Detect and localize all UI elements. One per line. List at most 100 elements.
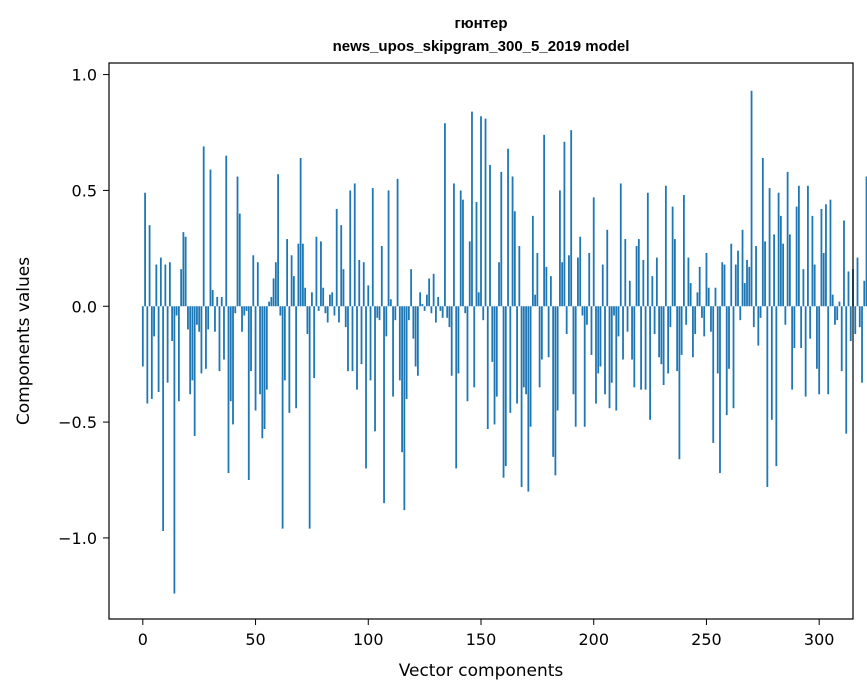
bar-300 bbox=[818, 306, 821, 395]
bar-191 bbox=[572, 306, 575, 395]
bar-52 bbox=[259, 306, 261, 395]
bar-178 bbox=[543, 134, 546, 307]
y-tick-label-3: 0.5 bbox=[72, 181, 97, 200]
bar-64 bbox=[286, 239, 289, 307]
bar-46 bbox=[245, 306, 248, 311]
bar-4 bbox=[150, 306, 153, 399]
bar-228 bbox=[655, 257, 658, 307]
bar-238 bbox=[678, 306, 681, 460]
bar-146 bbox=[471, 111, 473, 307]
bar-79 bbox=[320, 241, 322, 307]
bar-170 bbox=[525, 306, 527, 395]
bar-70 bbox=[299, 157, 302, 307]
bar-262 bbox=[732, 306, 735, 409]
bar-187 bbox=[563, 141, 566, 307]
bar-49 bbox=[252, 255, 255, 307]
bar-195 bbox=[581, 306, 584, 316]
x-tick-label-150: 150 bbox=[466, 630, 497, 649]
bar-101 bbox=[369, 306, 372, 381]
bar-198 bbox=[588, 252, 591, 307]
y-tick-label-1: −0.5 bbox=[58, 413, 97, 432]
bar-25 bbox=[198, 306, 201, 332]
bar-219 bbox=[635, 246, 638, 307]
bar-130 bbox=[435, 306, 437, 323]
bar-173 bbox=[531, 215, 534, 307]
bar-282 bbox=[777, 192, 780, 307]
bar-318 bbox=[858, 306, 861, 328]
bar-250 bbox=[705, 252, 708, 307]
bar-209 bbox=[613, 306, 615, 316]
bar-223 bbox=[644, 306, 647, 390]
bar-176 bbox=[538, 306, 541, 388]
x-tick-label-250: 250 bbox=[691, 630, 722, 649]
bar-180 bbox=[547, 306, 550, 358]
bar-31 bbox=[211, 290, 214, 307]
bar-17 bbox=[180, 269, 183, 307]
bar-44 bbox=[241, 306, 243, 332]
bar-120 bbox=[412, 306, 415, 339]
bar-149 bbox=[477, 292, 480, 307]
bar-160 bbox=[502, 306, 505, 478]
bar-67 bbox=[292, 276, 295, 307]
bar-264 bbox=[737, 250, 739, 307]
bar-37 bbox=[225, 155, 228, 307]
bar-203 bbox=[599, 306, 602, 367]
bar-139 bbox=[455, 306, 458, 469]
bar-127 bbox=[428, 278, 431, 307]
bar-28 bbox=[205, 306, 207, 369]
bar-205 bbox=[604, 306, 606, 395]
bar-123 bbox=[419, 292, 422, 307]
bar-122 bbox=[416, 306, 419, 376]
bar-21 bbox=[189, 306, 192, 395]
bar-95 bbox=[356, 306, 358, 390]
bar-23 bbox=[193, 306, 196, 436]
bar-200 bbox=[592, 197, 595, 307]
bar-183 bbox=[554, 306, 557, 476]
bar-239 bbox=[680, 306, 683, 355]
bar-105 bbox=[378, 306, 381, 321]
bar-171 bbox=[527, 306, 530, 492]
bar-145 bbox=[468, 241, 471, 307]
bar-221 bbox=[640, 306, 642, 390]
bar-88 bbox=[340, 225, 343, 307]
bar-103 bbox=[374, 306, 376, 432]
bar-269 bbox=[748, 266, 751, 307]
bar-62 bbox=[281, 306, 284, 529]
bar-83 bbox=[329, 294, 331, 307]
plot-frame bbox=[108, 62, 854, 620]
y-tick-label-4: 1.0 bbox=[72, 66, 97, 85]
bar-301 bbox=[820, 208, 823, 307]
bar-273 bbox=[757, 306, 760, 346]
bar-197 bbox=[586, 306, 588, 325]
bar-190 bbox=[570, 130, 573, 307]
bar-93 bbox=[351, 306, 354, 372]
bar-84 bbox=[331, 292, 334, 307]
bar-316 bbox=[854, 306, 857, 335]
bar-286 bbox=[786, 171, 789, 307]
bar-210 bbox=[615, 306, 618, 411]
bar-207 bbox=[608, 306, 611, 409]
bar-13 bbox=[171, 306, 174, 341]
bar-217 bbox=[631, 306, 633, 360]
bar-237 bbox=[676, 306, 679, 372]
bar-135 bbox=[446, 306, 449, 318]
bar-174 bbox=[534, 294, 537, 307]
bar-242 bbox=[687, 257, 690, 307]
bar-167 bbox=[518, 246, 521, 307]
bar-147 bbox=[473, 306, 476, 388]
bar-60 bbox=[277, 174, 279, 307]
bar-136 bbox=[448, 306, 451, 328]
bar-113 bbox=[396, 178, 399, 307]
bar-0 bbox=[141, 306, 144, 367]
bar-116 bbox=[403, 306, 406, 511]
bar-230 bbox=[660, 306, 663, 365]
bar-157 bbox=[495, 306, 498, 397]
bar-11 bbox=[166, 306, 169, 383]
bar-27 bbox=[202, 146, 205, 307]
bar-19 bbox=[184, 236, 187, 307]
bar-77 bbox=[315, 236, 318, 307]
bar-320 bbox=[863, 280, 866, 307]
x-axis-label: Vector components bbox=[399, 661, 564, 681]
bar-194 bbox=[579, 236, 582, 307]
bar-270 bbox=[750, 90, 753, 307]
